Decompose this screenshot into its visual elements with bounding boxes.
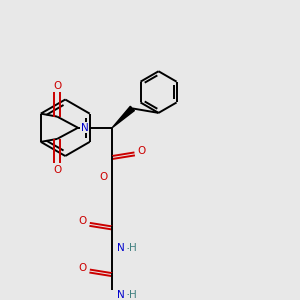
Text: H: H bbox=[129, 243, 137, 253]
Text: H: H bbox=[129, 290, 137, 300]
Text: N: N bbox=[117, 290, 125, 300]
Text: O: O bbox=[53, 81, 61, 91]
Text: O: O bbox=[53, 165, 61, 175]
Text: O: O bbox=[100, 172, 108, 182]
Text: O: O bbox=[79, 263, 87, 273]
Polygon shape bbox=[112, 106, 134, 128]
Text: -: - bbox=[127, 243, 130, 253]
Text: O: O bbox=[79, 216, 87, 226]
Text: -: - bbox=[127, 290, 130, 300]
Text: N: N bbox=[81, 123, 88, 133]
Text: O: O bbox=[137, 146, 146, 156]
Text: N: N bbox=[117, 243, 125, 253]
